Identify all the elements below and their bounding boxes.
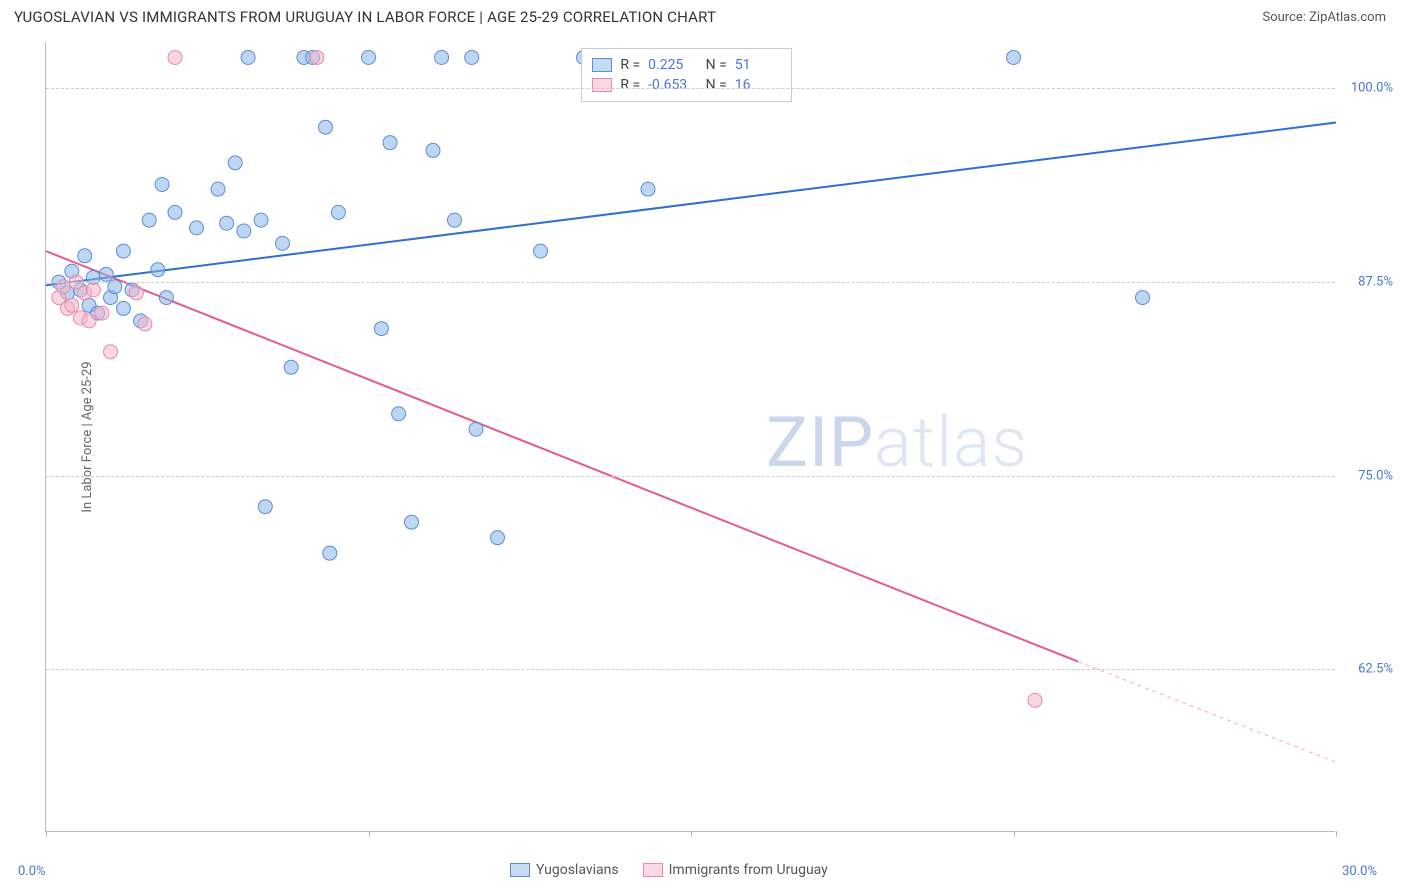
correlation-chart: In Labor Force | Age 25-29 ZIPatlas R =0… (45, 42, 1335, 832)
stat-n-value: 51 (735, 57, 781, 73)
scatter-point (241, 50, 255, 64)
stat-r-value: -0.653 (648, 77, 694, 93)
scatter-point (104, 345, 118, 359)
gridline (46, 669, 1335, 670)
scatter-point (465, 50, 479, 64)
legend-label: Immigrants from Uruguay (669, 862, 828, 878)
scatter-point (254, 213, 268, 227)
y-tick-label: 62.5% (1343, 662, 1393, 677)
series-legend: Yugoslavians Immigrants from Uruguay (510, 862, 828, 878)
x-tick (1014, 831, 1015, 837)
gridline (46, 282, 1335, 283)
scatter-point (211, 182, 225, 196)
trend-line (46, 251, 1078, 661)
scatter-point (65, 298, 79, 312)
scatter-point (1028, 693, 1042, 707)
scatter-point (534, 244, 548, 258)
scatter-point (641, 182, 655, 196)
plot-svg (46, 42, 1335, 831)
legend-swatch (643, 863, 663, 877)
scatter-point (129, 286, 143, 300)
scatter-point (78, 249, 92, 263)
x-tick (1336, 831, 1337, 837)
scatter-point (362, 50, 376, 64)
legend-label: Yugoslavians (536, 862, 619, 878)
scatter-point (155, 178, 169, 192)
stat-r-value: 0.225 (648, 57, 694, 73)
trend-line (46, 123, 1336, 286)
scatter-point (383, 136, 397, 150)
scatter-point (405, 515, 419, 529)
stat-label: N = (702, 77, 727, 93)
scatter-point (151, 263, 165, 277)
scatter-point (159, 291, 173, 305)
scatter-point (435, 50, 449, 64)
y-tick-label: 75.0% (1343, 468, 1393, 483)
scatter-point (258, 500, 272, 514)
x-tick (46, 831, 47, 837)
stat-label: R = (620, 77, 640, 93)
scatter-point (99, 267, 113, 281)
scatter-point (168, 205, 182, 219)
legend-swatch (592, 78, 612, 92)
scatter-point (374, 322, 388, 336)
scatter-point (228, 156, 242, 170)
stat-legend-row: R = 0.225 N = 51 (592, 55, 780, 75)
gridline (46, 88, 1335, 89)
scatter-point (142, 213, 156, 227)
scatter-point (331, 205, 345, 219)
y-tick-label: 87.5% (1343, 275, 1393, 290)
scatter-point (426, 143, 440, 157)
scatter-point (220, 216, 234, 230)
scatter-point (95, 306, 109, 320)
gridline (46, 476, 1335, 477)
stat-label: N = (702, 57, 727, 73)
source-attribution: Source: ZipAtlas.com (1262, 10, 1386, 25)
x-tick (691, 831, 692, 837)
x-tick (369, 831, 370, 837)
scatter-point (190, 221, 204, 235)
stat-label: R = (620, 57, 640, 73)
scatter-point (82, 314, 96, 328)
scatter-point (491, 531, 505, 545)
scatter-point (168, 50, 182, 64)
legend-swatch (510, 863, 530, 877)
legend-item: Immigrants from Uruguay (643, 862, 828, 878)
scatter-point (1136, 291, 1150, 305)
scatter-point (392, 407, 406, 421)
scatter-point (448, 213, 462, 227)
scatter-point (319, 120, 333, 134)
x-tick-label: 30.0% (1342, 864, 1377, 879)
scatter-point (86, 283, 100, 297)
scatter-point (276, 236, 290, 250)
stat-n-value: 16 (735, 77, 781, 93)
scatter-point (1007, 50, 1021, 64)
stat-legend-row: R = -0.653 N = 16 (592, 75, 780, 95)
y-tick-label: 100.0% (1343, 81, 1393, 96)
scatter-point (323, 546, 337, 560)
scatter-point (237, 224, 251, 238)
x-tick-label: 0.0% (18, 864, 46, 879)
scatter-point (116, 244, 130, 258)
legend-swatch (592, 58, 612, 72)
scatter-point (138, 317, 152, 331)
chart-title: YUGOSLAVIAN VS IMMIGRANTS FROM URUGUAY I… (14, 8, 716, 26)
trend-line-dashed (1078, 662, 1336, 763)
scatter-point (469, 422, 483, 436)
scatter-point (116, 301, 130, 315)
scatter-point (310, 50, 324, 64)
scatter-point (284, 360, 298, 374)
correlation-stats-legend: R = 0.225 N = 51 R = -0.653 N = 16 (581, 48, 791, 102)
legend-item: Yugoslavians (510, 862, 619, 878)
